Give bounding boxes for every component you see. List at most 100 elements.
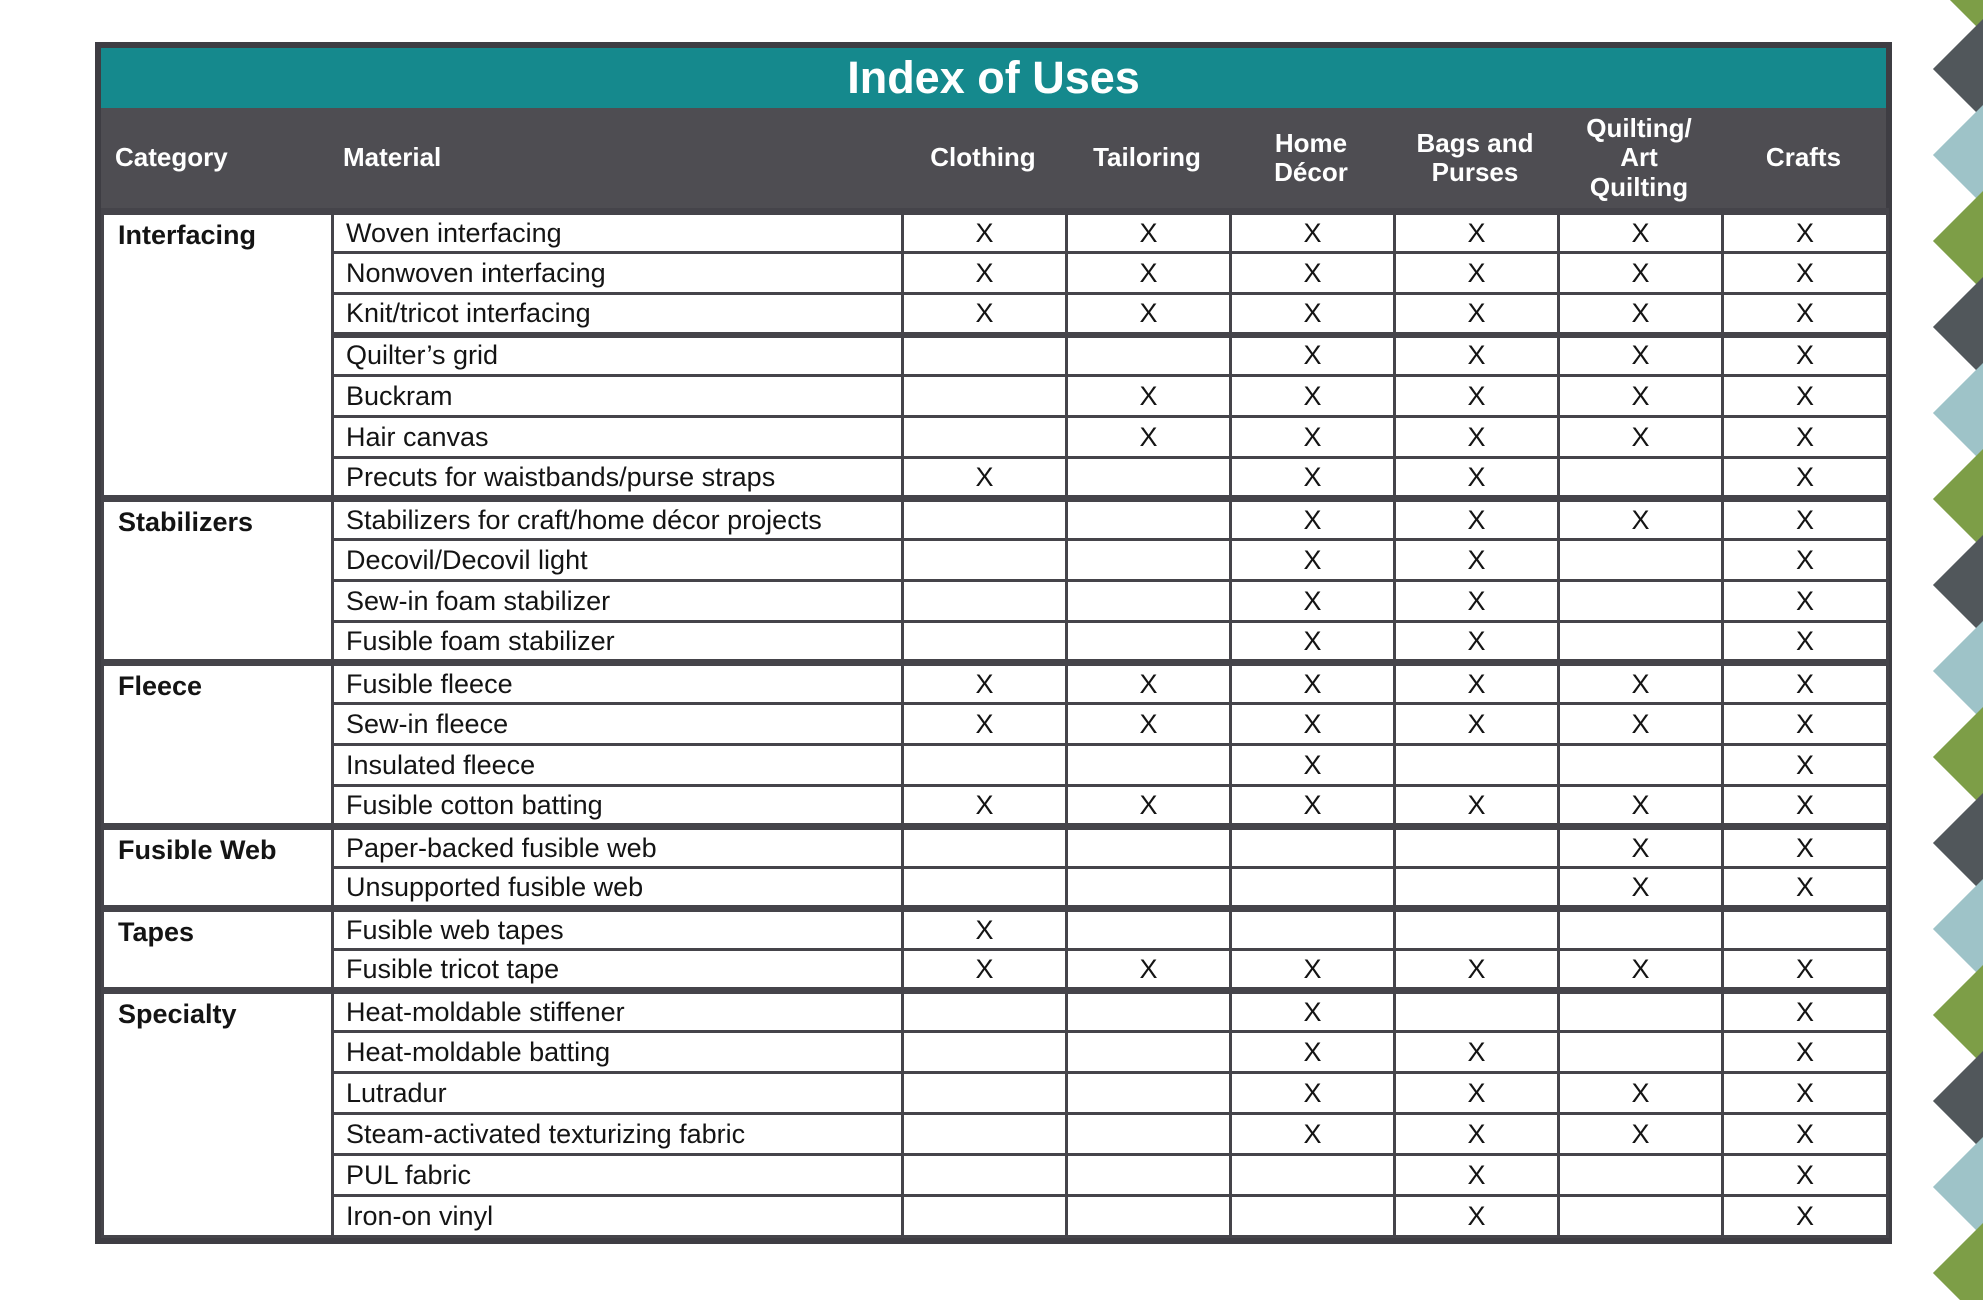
- page-title: Index of Uses: [847, 52, 1140, 103]
- empty-mark-cell: [1557, 456, 1724, 500]
- material-cell: Iron-on vinyl: [331, 1194, 904, 1238]
- use-mark-cell: X: [1393, 208, 1560, 254]
- material-cell: Fusible cotton batting: [331, 784, 904, 828]
- empty-mark-cell: [1065, 743, 1232, 787]
- empty-mark-cell: [1065, 579, 1232, 623]
- empty-mark-cell: [901, 823, 1068, 869]
- use-mark-cell: X: [1557, 866, 1724, 910]
- table-row: Hair canvas X X X X X: [103, 415, 1889, 459]
- empty-mark-cell: [901, 620, 1068, 664]
- material-cell: Fusible foam stabilizer: [331, 620, 904, 664]
- empty-mark-cell: [1065, 823, 1232, 869]
- use-mark-cell: X: [1393, 1194, 1560, 1238]
- use-mark-cell: X: [1721, 823, 1889, 869]
- use-mark-cell: X: [1065, 292, 1232, 336]
- empty-mark-cell: [901, 1153, 1068, 1197]
- use-mark-cell: X: [1393, 1030, 1560, 1074]
- material-cell: Fusible fleece: [331, 659, 904, 705]
- empty-mark-cell: [1393, 866, 1560, 910]
- category-cell: Stabilizers: [101, 495, 334, 664]
- use-mark-cell: X: [1393, 702, 1560, 746]
- table-row: Fusible Web Paper-backed fusible web X X: [101, 823, 1889, 910]
- material-cell: Nonwoven interfacing: [331, 251, 904, 295]
- use-mark-cell: X: [1065, 208, 1232, 254]
- use-mark-cell: X: [1229, 292, 1396, 336]
- use-mark-cell: X: [1229, 374, 1396, 418]
- use-mark-cell: X: [1065, 374, 1232, 418]
- use-mark-cell: X: [1229, 743, 1396, 787]
- empty-mark-cell: [1065, 1112, 1232, 1156]
- table-row: Knit/tricot interfacing X X X X X X: [103, 292, 1889, 336]
- table-row: Iron-on vinyl X X: [103, 1194, 1889, 1238]
- use-mark-cell: X: [1065, 251, 1232, 295]
- use-mark-cell: X: [1721, 987, 1889, 1033]
- table-header-row: Category Material Clothing Tailoring Hom…: [101, 108, 1886, 208]
- empty-mark-cell: [901, 538, 1068, 582]
- use-mark-cell: X: [1393, 1153, 1560, 1197]
- header-bags-purses: Bags and Purses: [1416, 127, 1534, 187]
- table-row: Steam-activated texturizing fabric X X X X: [103, 1112, 1889, 1156]
- empty-mark-cell: [901, 374, 1068, 418]
- empty-mark-cell: [1065, 905, 1232, 951]
- empty-mark-cell: [1393, 905, 1560, 951]
- use-mark-cell: X: [1721, 702, 1889, 746]
- table-row: Tapes Fusible web tapes X: [101, 905, 1889, 992]
- material-cell: Knit/tricot interfacing: [331, 292, 904, 336]
- table-row: Quilter’s grid X X X X: [103, 331, 1889, 377]
- use-mark-cell: X: [901, 659, 1068, 705]
- use-mark-cell: X: [1557, 251, 1724, 295]
- use-mark-cell: X: [1721, 495, 1889, 541]
- use-mark-cell: X: [901, 948, 1068, 992]
- empty-mark-cell: [1557, 1194, 1724, 1238]
- use-mark-cell: X: [1557, 1071, 1724, 1115]
- use-mark-cell: X: [1557, 331, 1724, 377]
- material-cell: Fusible tricot tape: [331, 948, 904, 992]
- table-row: Precuts for waistbands/purse straps X X X X: [103, 456, 1889, 500]
- use-mark-cell: X: [1721, 948, 1889, 992]
- empty-mark-cell: [901, 743, 1068, 787]
- empty-mark-cell: [1065, 987, 1232, 1033]
- empty-mark-cell: [1557, 1030, 1724, 1074]
- use-mark-cell: X: [1721, 659, 1889, 705]
- use-mark-cell: X: [1065, 948, 1232, 992]
- use-mark-cell: X: [1393, 415, 1560, 459]
- header-material: Material: [343, 142, 442, 173]
- empty-mark-cell: [1065, 495, 1232, 541]
- use-mark-cell: X: [1721, 579, 1889, 623]
- empty-mark-cell: [1229, 866, 1396, 910]
- material-cell: Heat-moldable batting: [331, 1030, 904, 1074]
- use-mark-cell: X: [1557, 208, 1724, 254]
- use-mark-cell: X: [1721, 208, 1889, 254]
- header-tailoring: Tailoring: [1093, 142, 1201, 173]
- use-mark-cell: X: [901, 456, 1068, 500]
- material-cell: Steam-activated texturizing fabric: [331, 1112, 904, 1156]
- use-mark-cell: X: [1721, 866, 1889, 910]
- category-cell: Fleece: [101, 659, 334, 828]
- use-mark-cell: X: [1721, 1194, 1889, 1238]
- material-cell: Fusible web tapes: [331, 905, 904, 951]
- category-cell: Interfacing: [101, 208, 334, 500]
- empty-mark-cell: [1065, 866, 1232, 910]
- table-row: Fusible cotton batting X X X X X X: [103, 784, 1889, 828]
- use-mark-cell: X: [1721, 784, 1889, 828]
- empty-mark-cell: [1065, 1194, 1232, 1238]
- table-row: Interfacing Woven interfacing X X X X X X: [101, 208, 1889, 500]
- empty-mark-cell: [1557, 1153, 1724, 1197]
- empty-mark-cell: [901, 495, 1068, 541]
- material-cell: Heat-moldable stiffener: [331, 987, 904, 1033]
- empty-mark-cell: [901, 579, 1068, 623]
- empty-mark-cell: [1065, 456, 1232, 500]
- empty-mark-cell: [901, 866, 1068, 910]
- use-mark-cell: X: [1393, 1112, 1560, 1156]
- header-quilting: Quilting/ Art Quilting: [1586, 113, 1692, 202]
- empty-mark-cell: [1557, 620, 1724, 664]
- use-mark-cell: X: [1721, 251, 1889, 295]
- use-mark-cell: X: [1557, 784, 1724, 828]
- empty-mark-cell: [1229, 823, 1396, 869]
- material-cell: Stabilizers for craft/home décor project…: [331, 495, 904, 541]
- use-mark-cell: X: [1721, 292, 1889, 336]
- material-cell: Decovil/Decovil light: [331, 538, 904, 582]
- table-row: Sew-in fleece X X X X X X: [103, 702, 1889, 746]
- material-cell: Sew-in fleece: [331, 702, 904, 746]
- use-mark-cell: X: [1721, 620, 1889, 664]
